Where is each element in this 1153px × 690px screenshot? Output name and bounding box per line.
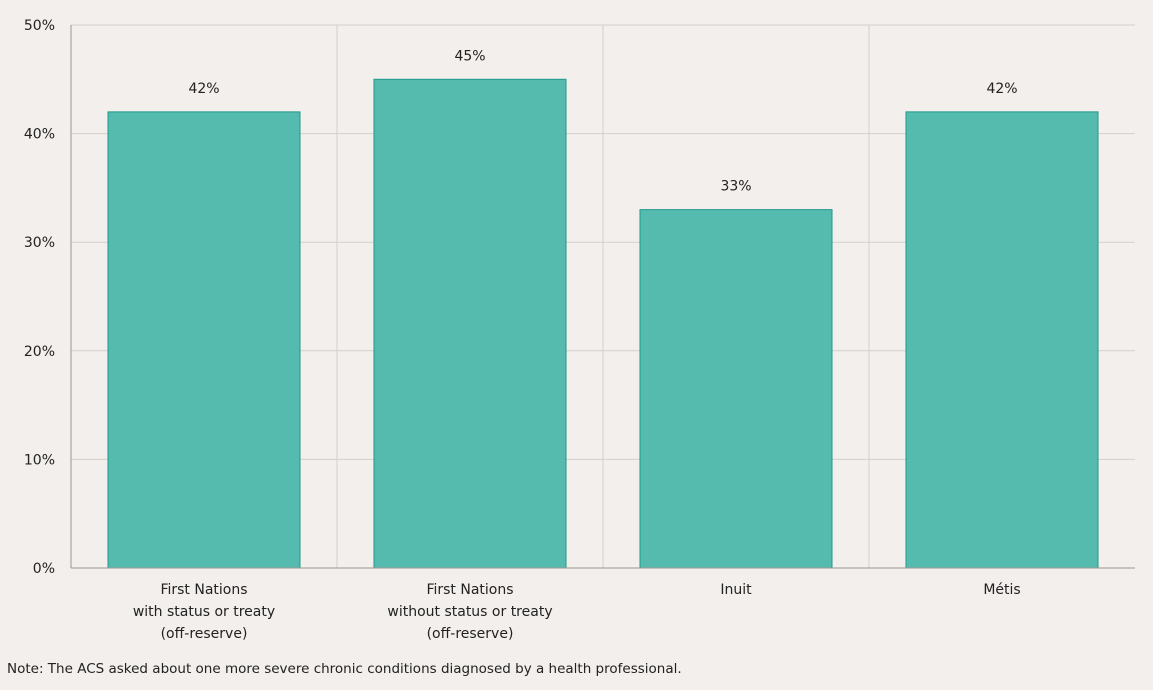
category-label-3: Métis [983,582,1020,598]
category-label-2-line-0: Inuit [720,582,752,598]
data-label-0: 42% [188,81,219,97]
bar-2 [639,209,833,569]
chart-note: Note: The ACS asked about one more sever… [7,661,682,677]
category-label-1-line-2: (off-reserve) [427,626,514,642]
category-label-0: First Nations with status or treaty (off-r… [133,582,275,642]
y-tick-label-1: 10% [24,452,55,468]
y-tick-label-0: 0% [33,561,55,577]
category-label-1-line-0: First Nations [426,582,513,598]
y-tick-label-4: 40% [24,127,55,143]
y-tick-label-5: 50% [24,18,55,34]
bar-chart: 42% 45% 33% 42% 0% 10% 20% 30% 40% 50% First Natio… [24,18,1135,642]
bar-0 [107,111,301,569]
bar-1 [373,78,567,569]
data-label-3: 42% [986,81,1017,97]
y-tick-label-3: 30% [24,235,55,251]
category-label-0-line-2: (off-reserve) [161,626,248,642]
category-label-1-line-1: without status or treaty [387,604,552,620]
data-label-1: 45% [454,48,485,64]
category-label-0-line-0: First Nations [160,582,247,598]
category-label-1: First Nations without status or treaty (of… [387,582,552,642]
category-label-3-line-0: Métis [983,582,1020,598]
category-label-0-line-1: with status or treaty [133,604,275,620]
category-label-2: Inuit [720,582,752,598]
data-label-2: 33% [720,179,751,195]
y-tick-label-2: 20% [24,344,55,360]
bar-3 [905,111,1099,569]
